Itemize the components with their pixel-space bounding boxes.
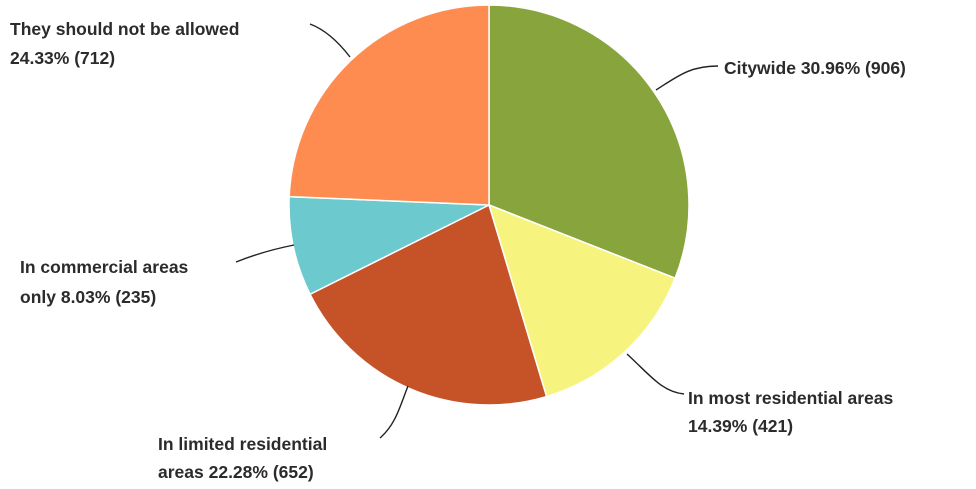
leader-line-not-allowed bbox=[309, 23, 351, 58]
leader-line-commercial-only bbox=[235, 244, 295, 263]
slice-label-not-allowed-line-2: 24.33% (712) bbox=[10, 48, 115, 68]
slice-label-citywide-line-1: Citywide 30.96% (906) bbox=[724, 58, 906, 78]
leader-line-limited-residential bbox=[379, 385, 409, 439]
pie-slice-limited-residential bbox=[309, 203, 548, 406]
slice-label-citywide: Citywide 30.96% (906) bbox=[724, 58, 906, 78]
slice-label-limited-residential: In limited residential areas 22.28% (652… bbox=[158, 434, 327, 482]
slice-label-limited-residential-line-1: In limited residential bbox=[158, 434, 327, 454]
leader-line-most-residential bbox=[626, 353, 685, 395]
leader-line-citywide bbox=[655, 65, 719, 91]
pie-slices bbox=[288, 4, 690, 406]
pie-slice-citywide bbox=[488, 4, 690, 280]
pie-slice-most-residential bbox=[487, 203, 677, 398]
slice-label-most-residential: In most residential areas 14.39% (421) bbox=[688, 388, 893, 436]
leader-lines bbox=[235, 23, 719, 439]
slice-label-most-residential-line-2: 14.39% (421) bbox=[688, 416, 793, 436]
slice-label-limited-residential-line-2: areas 22.28% (652) bbox=[158, 462, 314, 482]
slice-label-commercial-only-line-2: only 8.03% (235) bbox=[20, 287, 156, 307]
slice-label-commercial-only: In commercial areas only 8.03% (235) bbox=[20, 257, 189, 307]
pie-slice-commercial-only bbox=[288, 195, 490, 296]
slice-label-not-allowed: They should not be allowed 24.33% (712) bbox=[10, 19, 239, 68]
slice-label-not-allowed-line-1: They should not be allowed bbox=[10, 19, 239, 39]
slice-label-commercial-only-line-1: In commercial areas bbox=[20, 257, 189, 277]
pie-slice-not-allowed bbox=[288, 4, 490, 206]
slice-label-most-residential-line-1: In most residential areas bbox=[688, 388, 893, 408]
